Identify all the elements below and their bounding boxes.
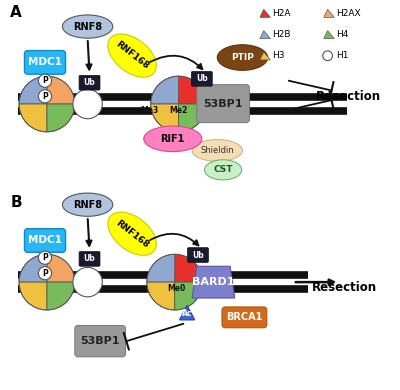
Text: Me0: Me0 [167, 284, 185, 293]
Wedge shape [178, 104, 206, 132]
Circle shape [73, 89, 102, 119]
Polygon shape [260, 31, 270, 39]
Wedge shape [19, 254, 47, 282]
Text: RNF8: RNF8 [73, 200, 102, 210]
Text: CST: CST [213, 165, 233, 174]
Text: P: P [42, 92, 48, 101]
FancyBboxPatch shape [197, 85, 250, 122]
Wedge shape [175, 282, 203, 310]
Text: Shieldin: Shieldin [200, 146, 234, 155]
Text: H2B: H2B [272, 30, 291, 39]
FancyBboxPatch shape [24, 229, 66, 252]
Ellipse shape [108, 212, 156, 255]
FancyBboxPatch shape [24, 51, 66, 74]
FancyBboxPatch shape [79, 252, 100, 266]
Text: Ub: Ub [192, 250, 204, 259]
FancyBboxPatch shape [222, 307, 267, 328]
Ellipse shape [144, 126, 202, 152]
Wedge shape [47, 282, 75, 310]
Text: P: P [42, 253, 48, 262]
Text: H1: H1 [336, 51, 349, 60]
FancyBboxPatch shape [188, 248, 208, 262]
Polygon shape [260, 9, 270, 17]
Wedge shape [151, 104, 178, 132]
Ellipse shape [217, 45, 268, 70]
Polygon shape [324, 31, 334, 39]
Polygon shape [180, 305, 195, 320]
Wedge shape [47, 104, 75, 132]
Text: H2A: H2A [272, 9, 291, 18]
Circle shape [323, 51, 332, 60]
Ellipse shape [204, 160, 242, 180]
Circle shape [73, 268, 102, 297]
Wedge shape [175, 254, 203, 282]
Text: BARD1: BARD1 [192, 277, 235, 287]
Text: Ub: Ub [84, 78, 96, 87]
Text: Me3: Me3 [140, 106, 159, 115]
Ellipse shape [62, 193, 113, 216]
Text: RNF168: RNF168 [114, 40, 150, 71]
Text: BRCA1: BRCA1 [226, 312, 263, 323]
Wedge shape [151, 76, 178, 104]
Text: RIF1: RIF1 [160, 134, 185, 144]
Text: MDC1: MDC1 [28, 57, 62, 67]
Polygon shape [260, 52, 270, 60]
FancyBboxPatch shape [79, 75, 100, 90]
Polygon shape [192, 266, 235, 298]
Text: 53BP1: 53BP1 [80, 336, 120, 346]
FancyBboxPatch shape [75, 326, 126, 357]
Wedge shape [19, 104, 47, 132]
Ellipse shape [108, 34, 156, 77]
Circle shape [38, 267, 52, 280]
Wedge shape [19, 76, 47, 104]
Text: H4: H4 [336, 30, 349, 39]
FancyBboxPatch shape [191, 71, 212, 86]
Wedge shape [19, 282, 47, 310]
Text: RNF168: RNF168 [114, 218, 150, 249]
Text: Ub: Ub [84, 254, 96, 263]
Text: A: A [10, 5, 22, 20]
Ellipse shape [192, 140, 242, 161]
Text: H3: H3 [272, 51, 285, 60]
Text: MDC1: MDC1 [28, 236, 62, 245]
Text: Ac: Ac [182, 309, 192, 318]
Text: Me2: Me2 [170, 106, 188, 115]
Wedge shape [47, 254, 75, 282]
Text: P: P [42, 76, 48, 85]
Text: PTIP: PTIP [231, 53, 254, 62]
Ellipse shape [62, 15, 113, 38]
Text: Resection: Resection [316, 90, 381, 103]
Circle shape [38, 90, 52, 103]
Text: RNF8: RNF8 [73, 21, 102, 32]
Text: Ub: Ub [196, 74, 208, 83]
Text: Resection: Resection [312, 282, 377, 294]
Wedge shape [147, 254, 175, 282]
Circle shape [38, 74, 52, 87]
Text: 53BP1: 53BP1 [203, 99, 243, 109]
Wedge shape [47, 76, 75, 104]
Circle shape [38, 251, 52, 264]
Text: B: B [10, 195, 22, 210]
Polygon shape [324, 9, 334, 17]
Text: P: P [42, 269, 48, 278]
Text: H2AX: H2AX [336, 9, 361, 18]
Wedge shape [178, 76, 206, 104]
Wedge shape [147, 282, 175, 310]
